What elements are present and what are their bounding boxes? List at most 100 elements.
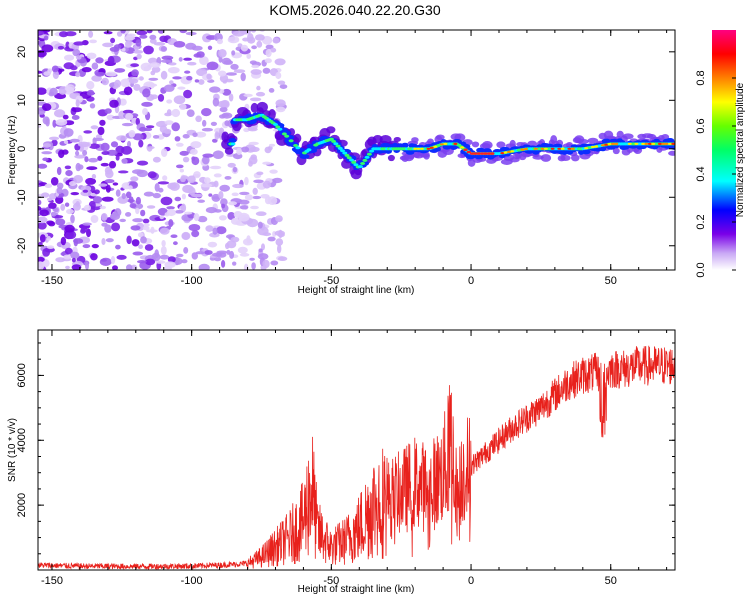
noise-blob	[268, 143, 276, 147]
ridge-halo	[481, 141, 493, 150]
noise-blob	[95, 72, 106, 76]
ridge-halo	[423, 151, 430, 160]
noise-blob	[229, 250, 235, 259]
noise-blob	[204, 250, 213, 255]
ridge-cyan	[337, 146, 343, 150]
noise-blob	[119, 98, 127, 106]
ridge-cyan	[342, 151, 348, 155]
noise-blob	[138, 244, 144, 249]
ridge-cyan	[328, 137, 334, 141]
noise-blob	[110, 37, 116, 44]
noise-blob	[181, 193, 186, 200]
noise-blob	[257, 253, 269, 260]
noise-blob	[139, 126, 147, 132]
colorbar-tick-label: 0.0	[695, 262, 707, 277]
noise-blob	[112, 182, 119, 186]
noise-blob	[277, 80, 286, 85]
ridge-cyan	[349, 158, 354, 162]
ridge-halo	[250, 102, 259, 113]
noise-blob	[63, 128, 74, 137]
spectrogram-x-label: Height of straight line (km)	[298, 285, 415, 296]
noise-blob	[143, 191, 154, 197]
ridge-cyan	[344, 153, 350, 157]
noise-blob	[64, 224, 75, 233]
noise-blob	[109, 99, 119, 108]
noise-blob	[213, 173, 222, 178]
noise-blob	[160, 46, 168, 52]
noise-blob	[72, 202, 81, 211]
noise-blob	[84, 156, 89, 163]
ridge-cyan	[295, 146, 301, 150]
noise-blob	[174, 210, 184, 214]
noise-blob	[91, 244, 99, 249]
colorbar-tick-label: 0.6	[695, 118, 707, 133]
noise-blob	[162, 175, 168, 181]
noise-blob	[188, 224, 201, 232]
noise-blob	[264, 196, 272, 205]
noise-blob	[149, 38, 157, 44]
noise-blob	[199, 56, 209, 66]
ridge-hot	[470, 152, 475, 155]
ridge-hot	[453, 142, 458, 145]
noise-blob	[65, 230, 77, 240]
noise-blob	[121, 47, 126, 52]
ridge-hot	[416, 147, 421, 150]
noise-blob	[251, 30, 256, 33]
noise-blob	[269, 169, 278, 174]
noise-blob	[48, 202, 57, 209]
noise-blob	[140, 236, 147, 244]
noise-blob	[56, 186, 63, 195]
ridge-hot	[557, 147, 562, 150]
noise-blob	[92, 137, 104, 142]
noise-blob	[38, 30, 44, 36]
ridge-halo	[326, 126, 336, 134]
noise-blob	[104, 179, 115, 184]
ridge-cyan	[293, 144, 299, 147]
noise-blob	[178, 57, 183, 62]
noise-blob	[131, 69, 139, 77]
noise-blob	[126, 199, 135, 203]
noise-blob	[202, 119, 207, 127]
ridge-hot	[671, 142, 675, 145]
noise-blob	[108, 160, 117, 169]
noise-blob	[144, 244, 154, 251]
noise-blob	[100, 142, 110, 152]
ridge-halo	[224, 147, 234, 155]
snr-y-label: SNR (10 * v/v)	[7, 418, 18, 482]
noise-blob	[73, 238, 79, 247]
noise-blob	[186, 75, 193, 81]
noise-blob	[38, 163, 48, 169]
noise-blob	[167, 67, 180, 74]
noise-blob	[277, 256, 288, 262]
noise-blob	[183, 57, 193, 61]
noise-blob	[270, 260, 279, 266]
noise-blob	[190, 141, 202, 149]
ridge-cyan	[360, 162, 366, 165]
noise-blob	[100, 162, 109, 167]
noise-blob	[130, 63, 140, 68]
noise-blob	[109, 212, 121, 221]
noise-blob	[115, 189, 121, 197]
noise-blob	[110, 256, 116, 265]
noise-blob	[270, 47, 277, 53]
noise-blob	[84, 204, 91, 211]
ridge-hot	[476, 152, 482, 155]
noise-blob	[101, 77, 109, 86]
noise-blob	[101, 151, 110, 155]
noise-blob	[196, 51, 205, 58]
noise-blob	[191, 230, 200, 238]
noise-blob	[112, 265, 118, 270]
ridge-hot	[523, 147, 528, 151]
noise-blob	[85, 261, 89, 270]
noise-blob	[239, 252, 250, 257]
ridge-blue	[405, 149, 415, 155]
noise-blob	[121, 193, 127, 200]
noise-blob	[171, 108, 181, 118]
ridge-hot	[627, 142, 632, 145]
noise-blob	[242, 238, 253, 246]
noise-blob	[64, 54, 75, 61]
noise-blob	[50, 177, 59, 186]
noise-blob	[161, 55, 174, 60]
ridge-halo	[293, 133, 302, 143]
